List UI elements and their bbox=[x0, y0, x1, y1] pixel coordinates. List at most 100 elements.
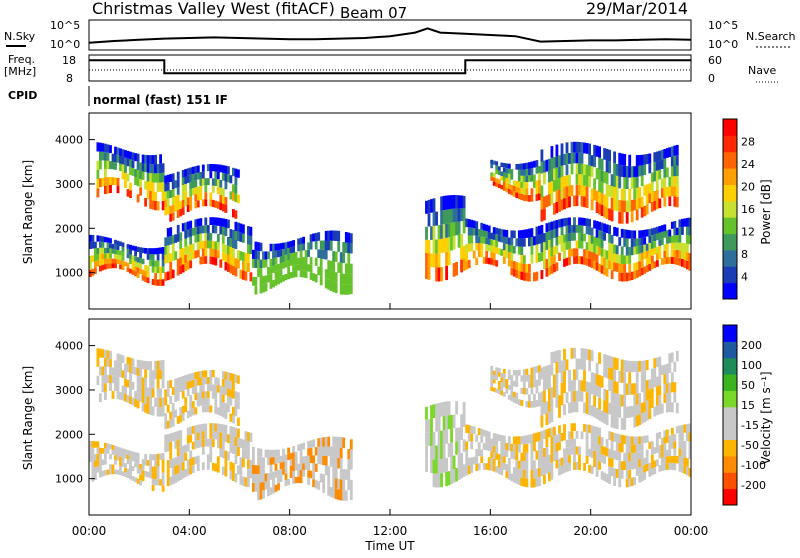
power-cell bbox=[297, 257, 301, 265]
power-cell bbox=[239, 232, 243, 242]
velocity-cell bbox=[643, 457, 647, 466]
power-cell bbox=[645, 265, 649, 273]
velocity-cell bbox=[540, 440, 544, 449]
power-cell bbox=[427, 239, 431, 254]
power-cell bbox=[522, 263, 526, 273]
velocity-cell bbox=[482, 463, 486, 470]
velocity-cell bbox=[91, 447, 95, 455]
velocity-cell bbox=[588, 382, 592, 394]
power-cell bbox=[450, 195, 454, 209]
velocity-cell bbox=[232, 436, 235, 445]
power-cell bbox=[196, 241, 200, 250]
power-cell bbox=[179, 265, 183, 274]
velocity-cell bbox=[339, 489, 343, 501]
velocity-cell bbox=[96, 453, 100, 461]
velocity-cell bbox=[216, 464, 220, 473]
power-cell bbox=[530, 237, 534, 246]
velocity-cell bbox=[219, 440, 223, 449]
power-cell bbox=[540, 252, 544, 261]
power-cell bbox=[272, 265, 275, 273]
power-cell bbox=[184, 230, 188, 239]
power-cell bbox=[555, 156, 559, 168]
power-cell bbox=[500, 184, 504, 190]
power-cell bbox=[530, 168, 534, 175]
power-cell bbox=[139, 247, 143, 253]
velocity-cell bbox=[206, 377, 210, 385]
velocity-cell bbox=[673, 455, 677, 464]
power-cell bbox=[232, 209, 235, 218]
power-cell bbox=[344, 263, 348, 274]
velocity-cell bbox=[565, 439, 569, 448]
power-cell bbox=[650, 228, 654, 236]
velocity-cell bbox=[126, 356, 130, 365]
velocity-cell bbox=[104, 442, 107, 449]
velocity-cell bbox=[578, 462, 581, 470]
power-cell bbox=[196, 218, 200, 227]
velocity-cell bbox=[683, 424, 687, 433]
velocity-cell bbox=[227, 434, 230, 443]
velocity-cell bbox=[144, 378, 148, 387]
velocity-cell bbox=[517, 444, 521, 453]
velocity-cell bbox=[322, 437, 326, 447]
velocity-cell bbox=[194, 440, 198, 449]
power-cell bbox=[565, 257, 569, 266]
power-cell bbox=[337, 262, 341, 273]
velocity-cell bbox=[171, 387, 175, 396]
velocity-cell bbox=[653, 406, 657, 417]
power-cell bbox=[161, 200, 165, 211]
velocity-cell bbox=[214, 377, 218, 385]
velocity-cell bbox=[640, 381, 644, 393]
power-cell bbox=[91, 255, 95, 263]
power-cell bbox=[520, 175, 524, 182]
power-cell bbox=[199, 256, 203, 265]
velocity-cell bbox=[239, 466, 243, 476]
velocity-cell bbox=[232, 382, 235, 391]
velocity-cell bbox=[319, 437, 323, 447]
velocity-cell bbox=[465, 458, 469, 467]
power-cell bbox=[643, 185, 647, 196]
power-cell bbox=[520, 263, 524, 272]
power-cell bbox=[520, 246, 524, 255]
power-cell bbox=[134, 153, 138, 162]
power-cell bbox=[121, 171, 125, 180]
velocity-cell bbox=[432, 445, 436, 460]
velocity-cell bbox=[134, 367, 138, 376]
power-cell bbox=[578, 174, 581, 185]
power-cell bbox=[633, 271, 637, 280]
power-cell bbox=[134, 246, 138, 252]
velocity-cell bbox=[221, 386, 225, 395]
velocity-cell bbox=[673, 361, 677, 372]
power-cell bbox=[583, 185, 586, 197]
velocity-cell bbox=[274, 484, 278, 492]
power-cell bbox=[515, 181, 519, 187]
power-cell bbox=[214, 164, 218, 172]
velocity-cell bbox=[232, 445, 235, 454]
power-cell bbox=[548, 240, 551, 249]
velocity-cell bbox=[678, 464, 682, 472]
velocity-cell bbox=[151, 406, 155, 416]
velocity-cell bbox=[332, 467, 336, 478]
velocity-cell bbox=[314, 463, 318, 472]
velocity-cell bbox=[312, 471, 316, 480]
power-cell bbox=[299, 244, 303, 251]
time-axis-labels: 00:00 04:00 08:00 12:00 16:00 20:00 00:00 bbox=[72, 524, 709, 538]
power-cell bbox=[292, 240, 296, 247]
power-cell bbox=[633, 199, 637, 211]
velocity-cell bbox=[292, 477, 296, 484]
power-cell bbox=[161, 191, 165, 201]
velocity-cell bbox=[171, 418, 175, 427]
power-cell bbox=[194, 173, 198, 181]
power-cell bbox=[219, 226, 223, 235]
power-cell bbox=[615, 254, 619, 264]
power-cell bbox=[665, 167, 669, 178]
power-cell bbox=[633, 246, 637, 255]
power-cell bbox=[154, 279, 158, 286]
power-cell bbox=[502, 250, 506, 257]
velocity-cell bbox=[432, 473, 436, 488]
y-tick-label: 4000 bbox=[55, 340, 83, 353]
velocity-cell bbox=[588, 393, 592, 405]
velocity-cell bbox=[500, 382, 504, 387]
power-cell bbox=[558, 177, 561, 190]
power-cell bbox=[184, 263, 188, 272]
power-cell bbox=[465, 244, 469, 253]
